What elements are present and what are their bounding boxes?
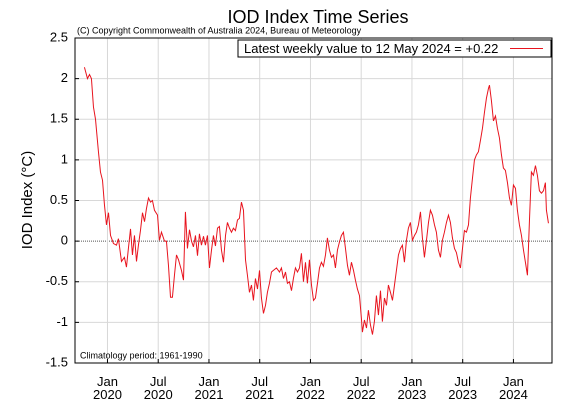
y-tick-label: 2.5 <box>50 29 68 44</box>
x-tick-label: Jan 2022 <box>296 374 325 402</box>
x-tick-label: Jul 2023 <box>448 374 477 402</box>
x-tick-label: Jan 2020 <box>93 374 122 402</box>
y-tick-label: 0 <box>61 233 68 248</box>
copyright: (C) Copyright Commonwealth of Australia … <box>77 25 362 35</box>
y-tick-label: -1 <box>56 314 68 329</box>
y-tick-label: 1 <box>61 151 68 166</box>
x-tick-label: Jan 2023 <box>397 374 426 402</box>
legend-box <box>237 39 552 58</box>
y-tick-label: 1.5 <box>50 111 68 126</box>
y-tick-label: -1.5 <box>46 354 68 369</box>
annotation: Climatology period: 1961-1990 <box>80 350 203 360</box>
x-tick-label: Jul 2022 <box>347 374 376 402</box>
x-tick-label: Jan 2024 <box>499 374 528 402</box>
y-tick-label: 2 <box>61 70 68 85</box>
y-axis-label: IOD Index (°C) <box>19 151 36 250</box>
plot-frame <box>74 37 553 364</box>
chart-title: IOD Index Time Series <box>227 7 408 27</box>
x-tick-label: Jul 2020 <box>144 374 173 402</box>
y-tick-label: -0.5 <box>46 273 68 288</box>
y-tick-label: 0.5 <box>50 192 68 207</box>
data-line <box>83 67 549 335</box>
x-tick-label: Jan 2021 <box>195 374 224 402</box>
x-tick-label: Jul 2021 <box>245 374 274 402</box>
legend-label: Latest weekly value to 12 May 2024 = +0.… <box>244 41 498 56</box>
